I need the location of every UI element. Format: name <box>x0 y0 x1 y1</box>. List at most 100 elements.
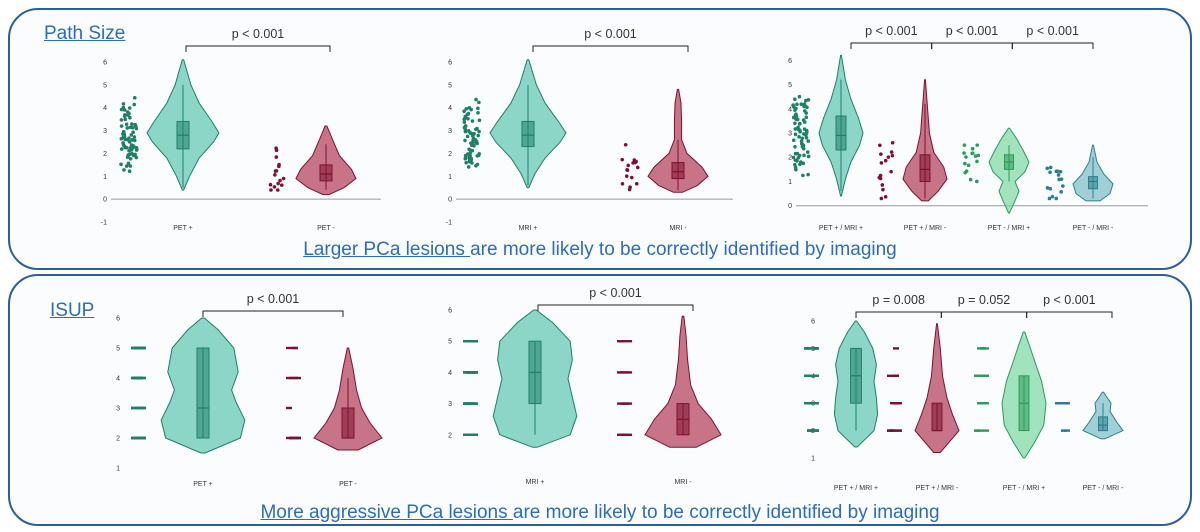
path-size-caption-text: are more likely to be correctly identifi… <box>470 239 897 260</box>
category-label-0: PET + / MRI + <box>834 485 878 492</box>
observation-dot <box>804 128 809 133</box>
observation-dot <box>477 151 481 156</box>
observation-dot <box>1057 177 1061 182</box>
observation-mark <box>804 374 810 377</box>
p-value-label: p < 0.001 <box>584 27 637 41</box>
observation-mark <box>890 429 896 432</box>
observation-dot <box>474 97 478 102</box>
observation-dot <box>635 165 640 170</box>
y-tick-label: 3 <box>103 128 107 135</box>
section-title-isup[interactable]: ISUP <box>50 300 95 321</box>
observation-dot <box>805 105 809 110</box>
p-value-bracket <box>537 304 694 311</box>
observation-dot <box>465 134 470 139</box>
observation-dot <box>1054 169 1059 174</box>
observation-dot <box>124 164 129 168</box>
observation-dot <box>801 173 805 178</box>
observation-dot <box>127 169 132 174</box>
observation-mark <box>626 340 632 343</box>
observation-dot <box>879 196 884 201</box>
observation-dot <box>975 143 980 147</box>
observation-mark <box>623 402 629 405</box>
isup-caption: More aggressive PCa lesions are more lik… <box>10 502 1190 524</box>
observation-dot <box>793 132 798 137</box>
y-tick-label: 2 <box>116 436 120 443</box>
path-size-caption-link[interactable]: Larger PCa lesions <box>303 239 471 260</box>
observation-dot <box>119 124 124 128</box>
observation-mark <box>620 340 626 343</box>
observation-dot <box>794 112 798 116</box>
category-label-1: MRI - <box>674 479 692 486</box>
observation-mark <box>131 376 137 380</box>
observation-dot <box>802 153 806 158</box>
category-label-2: PET - / MRI + <box>988 225 1030 232</box>
y-tick-label: 4 <box>788 106 792 113</box>
observation-mark <box>472 433 478 436</box>
isup-caption-link[interactable]: More aggressive PCa lesions <box>260 502 513 523</box>
observation-dot <box>797 94 802 99</box>
observation-dot <box>806 172 810 177</box>
category-label-1: MRI - <box>669 225 687 232</box>
p-value-label: p < 0.001 <box>589 286 642 300</box>
observation-dot <box>964 169 969 173</box>
observation-dot <box>134 148 139 152</box>
observation-dot <box>469 107 473 112</box>
category-label-0: MRI + <box>519 225 538 232</box>
observation-mark <box>807 429 813 432</box>
observation-dot <box>1045 186 1050 190</box>
observation-dot <box>791 138 796 143</box>
observation-dot <box>796 125 800 130</box>
observation-dot <box>624 174 629 178</box>
section-title-path-size[interactable]: Path Size <box>44 23 126 44</box>
observation-dot <box>1054 196 1059 201</box>
p-value-bracket <box>931 42 1013 49</box>
observation-dot <box>128 164 133 168</box>
observation-dot <box>625 168 630 173</box>
y-tick-label: 1 <box>811 456 815 463</box>
observation-mark <box>617 402 623 405</box>
y-tick-label: 4 <box>103 105 107 112</box>
p-value-label: p < 0.001 <box>946 24 999 38</box>
observation-dot <box>804 115 809 120</box>
y-tick-label: 5 <box>103 82 107 89</box>
observation-dot <box>975 179 979 184</box>
observation-dot <box>797 153 802 158</box>
observation-mark <box>134 406 140 410</box>
box-3 <box>1088 176 1098 190</box>
observation-dot <box>268 182 273 187</box>
y-tick-label: 3 <box>448 128 452 135</box>
observation-dot <box>119 107 124 112</box>
observation-dot <box>472 131 476 136</box>
p-value-bracket <box>940 311 1028 318</box>
observation-dot <box>623 142 628 147</box>
observation-dot <box>1048 186 1053 191</box>
y-tick-label: 0 <box>448 197 452 204</box>
observation-dot <box>793 144 797 149</box>
observation-dot <box>130 122 134 126</box>
observation-mark <box>620 433 626 436</box>
box-0 <box>521 120 535 148</box>
observation-dot <box>464 160 468 165</box>
observation-mark <box>813 429 819 432</box>
observation-dot <box>797 135 801 139</box>
y-tick-label: 3 <box>788 131 792 138</box>
p-value-bracket <box>202 310 344 317</box>
observation-dot <box>806 154 811 159</box>
observation-dot <box>275 188 280 192</box>
observation-dot <box>975 159 979 164</box>
p-value-label: p < 0.001 <box>247 292 300 306</box>
observation-mark <box>469 371 475 374</box>
y-tick-label: 6 <box>103 60 107 67</box>
category-label-1: PET + / MRI - <box>916 485 959 492</box>
observation-dot <box>1050 194 1055 199</box>
y-tick-label: -1 <box>446 220 452 227</box>
observation-dot <box>124 122 129 127</box>
observation-mark <box>974 374 980 377</box>
observation-dot <box>130 138 135 142</box>
category-label-0: PET + <box>173 225 193 232</box>
y-tick-label: 2 <box>448 432 452 439</box>
observation-dot <box>799 139 804 143</box>
observation-dot <box>791 155 796 160</box>
y-tick-label: 4 <box>448 370 452 377</box>
observation-dot <box>134 155 139 160</box>
